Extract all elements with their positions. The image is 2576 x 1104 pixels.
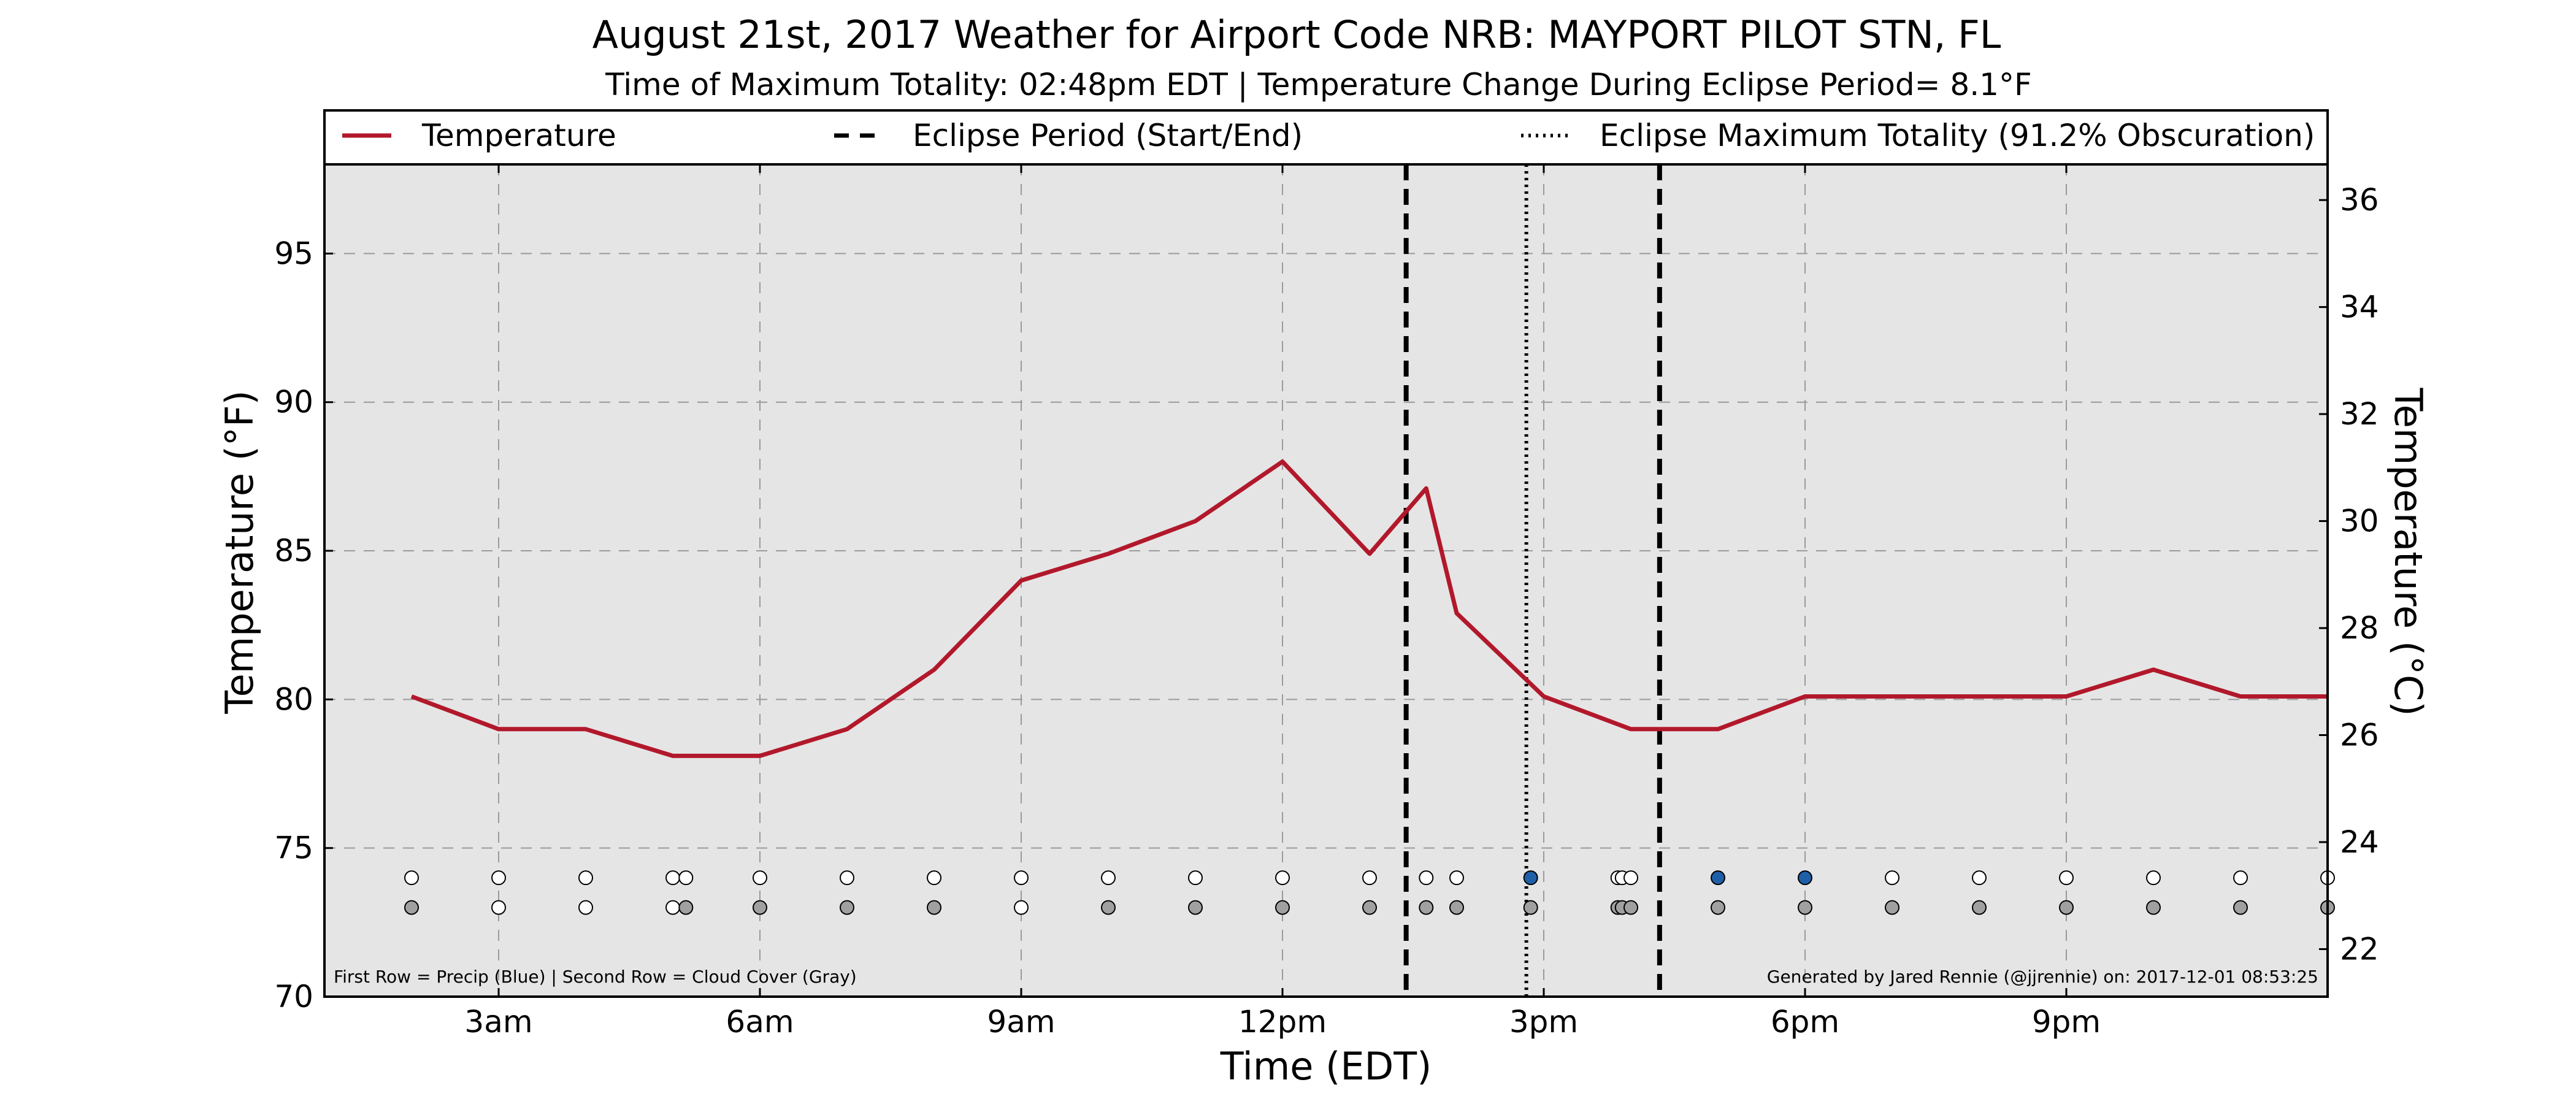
y-tick-label: 80 (274, 681, 313, 717)
x-tick-label: 9am (987, 1004, 1055, 1040)
cloud-dot (1711, 900, 1725, 915)
cloud-dot (1523, 900, 1538, 915)
precip-dot (665, 870, 680, 886)
cloud-dot (1449, 900, 1464, 915)
cloud-dot (2059, 900, 2074, 915)
cloud-dot (665, 900, 680, 915)
precip-dot (1623, 870, 1638, 886)
precip-dot (1972, 870, 1987, 886)
precip-dot (1362, 870, 1377, 886)
legend-max-totality-label: Eclipse Maximum Totality (91.2% Obscurat… (1600, 118, 2315, 153)
precip-dot (927, 870, 941, 886)
precip-dot (2059, 870, 2074, 886)
precip-dot (2233, 870, 2248, 886)
cloud-dot (578, 900, 593, 915)
eclipse-markers (1403, 164, 1662, 997)
plot-frame (323, 109, 2329, 998)
precip-dot (678, 870, 694, 886)
precip-dot (840, 870, 854, 886)
cloud-dot (1972, 900, 1987, 915)
y-tick-label: 85 (274, 533, 313, 569)
y-axis-title-left: Temperature (°F) (217, 390, 262, 714)
y-right-tick-label: 22 (2340, 931, 2379, 967)
cloud-dot (678, 900, 694, 915)
cloud-dot (753, 900, 767, 915)
cloud-dot (1362, 900, 1377, 915)
temperature-line (410, 459, 2328, 758)
x-axis-title: Time (EDT) (1220, 1044, 1432, 1089)
footnote-left: First Row = Precip (Blue) | Second Row =… (334, 967, 857, 987)
y-axis-title-right: Temperature (°C) (2386, 387, 2431, 716)
cloud-dot (1188, 900, 1203, 915)
legend: Temperature Eclipse Period (Start/End) E… (342, 118, 2315, 153)
x-tick-label: 6pm (1771, 1004, 1839, 1040)
precip-dot (404, 870, 419, 886)
temperature-line-layer (410, 459, 2328, 758)
cloud-dot (1798, 900, 1812, 915)
cloud-dot (491, 900, 506, 915)
x-tick-label: 12pm (1238, 1004, 1327, 1040)
precip-dot (1419, 870, 1434, 886)
precip-dot (491, 870, 506, 886)
precip-dot (1275, 870, 1290, 886)
cloud-dot (840, 900, 854, 915)
cloud-dot (927, 900, 941, 915)
precip-dot (1188, 870, 1203, 886)
cloud-dot (404, 900, 419, 915)
cloud-dot (1275, 900, 1290, 915)
observation-dots (404, 870, 2335, 915)
cloud-dot (1101, 900, 1116, 915)
x-tick-label: 9pm (2032, 1004, 2101, 1040)
precip-dot (2146, 870, 2161, 886)
cloud-dot (1419, 900, 1434, 915)
x-tick-label: 3pm (1509, 1004, 1578, 1040)
precip-dot (1711, 870, 1725, 886)
y-tick-label: 70 (274, 979, 313, 1014)
y-right-tick-label: 34 (2340, 289, 2379, 325)
cloud-dot (2146, 900, 2161, 915)
precip-dot (753, 870, 767, 886)
cloud-dot (1014, 900, 1029, 915)
y-tick-label: 95 (274, 236, 313, 271)
y-right-tick-label: 26 (2340, 718, 2379, 753)
y-axis-ticks-right: 22 24 26 28 30 32 34 36 (2319, 182, 2379, 967)
y-right-tick-label: 36 (2340, 182, 2379, 218)
cloud-dot (2233, 900, 2248, 915)
x-tick-label: 6am (726, 1004, 794, 1040)
chart-subtitle: Time of Maximum Totality: 02:48pm EDT | … (605, 67, 2031, 102)
plot-area (324, 164, 2328, 997)
legend-eclipse-period-label: Eclipse Period (Start/End) (913, 118, 1303, 153)
y-right-tick-label: 32 (2340, 396, 2379, 432)
x-tick-label: 3am (464, 1004, 532, 1040)
precip-dot (578, 870, 593, 886)
precip-dot (1798, 870, 1812, 886)
y-right-tick-label: 30 (2340, 504, 2379, 539)
precip-dot (1523, 870, 1538, 886)
x-axis-ticks: 3am 6am 9am 12pm 3pm 6pm 9pm (464, 164, 2101, 1040)
cloud-dot (1885, 900, 1899, 915)
footnote-right: Generated by Jared Rennie (@jjrennie) on… (1767, 967, 2318, 987)
y-tick-label: 75 (274, 830, 313, 866)
y-right-tick-label: 28 (2340, 610, 2379, 646)
y-right-tick-label: 24 (2340, 824, 2379, 860)
legend-temperature-label: Temperature (421, 118, 616, 153)
y-axis-ticks-left: 70 75 80 85 90 95 (274, 236, 333, 1014)
precip-dot (1101, 870, 1116, 886)
chart-title: August 21st, 2017 Weather for Airport Co… (592, 12, 2001, 57)
precip-dot (1885, 870, 1899, 886)
precip-dot (1014, 870, 1029, 886)
y-tick-label: 90 (274, 385, 313, 420)
cloud-dot (1623, 900, 1638, 915)
precip-dot (1449, 870, 1464, 886)
